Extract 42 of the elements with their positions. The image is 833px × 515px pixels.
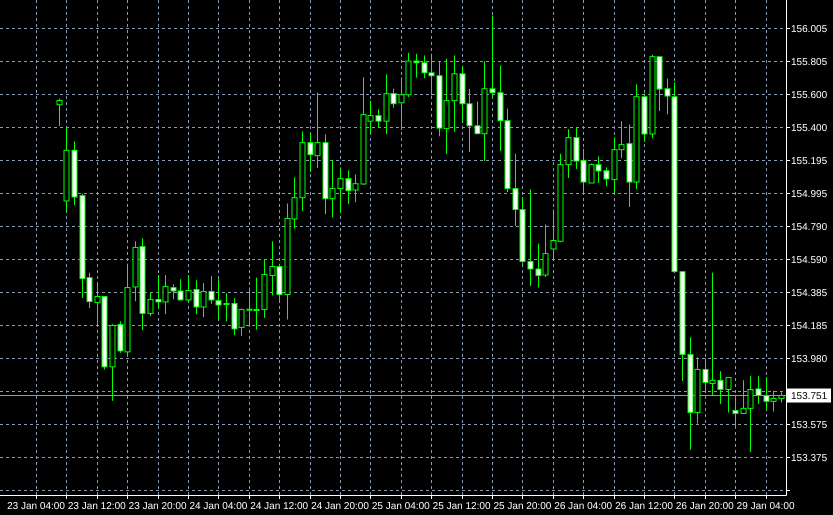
y-tick-label: 155.195: [791, 156, 828, 167]
x-tick-label: 26 Jan 12:00: [615, 501, 674, 512]
candlestick: [732, 394, 738, 428]
y-tick-label: 153.575: [791, 420, 828, 431]
y-tick-label: 154.995: [791, 189, 828, 200]
candlestick: [148, 292, 154, 316]
candlestick: [224, 292, 230, 322]
candlestick: [490, 14, 496, 98]
y-tick-label: 156.005: [791, 24, 828, 35]
y-tick-label: 153.375: [791, 453, 828, 464]
x-tick-label: 25 Jan 20:00: [493, 501, 552, 512]
y-tick-label: 155.600: [791, 90, 828, 101]
x-tick-label: 23 Jan 20:00: [128, 501, 187, 512]
y-tick-label: 154.185: [791, 321, 828, 332]
x-tick-label: 25 Jan 12:00: [432, 501, 491, 512]
candlestick: [414, 53, 420, 78]
candlestick: [726, 376, 732, 413]
candlestick: [778, 392, 784, 404]
candlestick: [56, 98, 62, 127]
candlestick: [756, 376, 762, 404]
candlestick: [718, 370, 724, 404]
candlestick: [376, 108, 382, 129]
x-tick-label: 26 Jan 20:00: [676, 501, 734, 512]
y-tick-label: 154.790: [791, 222, 828, 233]
x-tick-label: 24 Jan 20:00: [311, 501, 370, 512]
candlestick: [528, 188, 534, 286]
x-tick-label: 29 Jan 04:00: [736, 501, 795, 512]
candlestick: [604, 166, 610, 187]
x-tick-label: 24 Jan 04:00: [189, 501, 248, 512]
x-tick-label: 23 Jan 04:00: [7, 501, 66, 512]
x-tick-label: 24 Jan 12:00: [250, 501, 309, 512]
y-tick-label: 155.400: [791, 123, 828, 134]
x-tick-label: 26 Jan 04:00: [554, 501, 613, 512]
x-tick-label: 23 Jan 12:00: [68, 501, 126, 512]
candlestick: [186, 274, 192, 302]
y-tick-label: 154.590: [791, 255, 828, 266]
y-tick-label: 155.805: [791, 57, 828, 68]
y-tick-label: 153.980: [791, 354, 828, 365]
candlestick: [338, 166, 344, 214]
y-tick-label: 154.385: [791, 288, 828, 299]
ref-line-label: 153.751: [791, 391, 828, 402]
x-tick-label: 25 Jan 04:00: [372, 501, 430, 512]
